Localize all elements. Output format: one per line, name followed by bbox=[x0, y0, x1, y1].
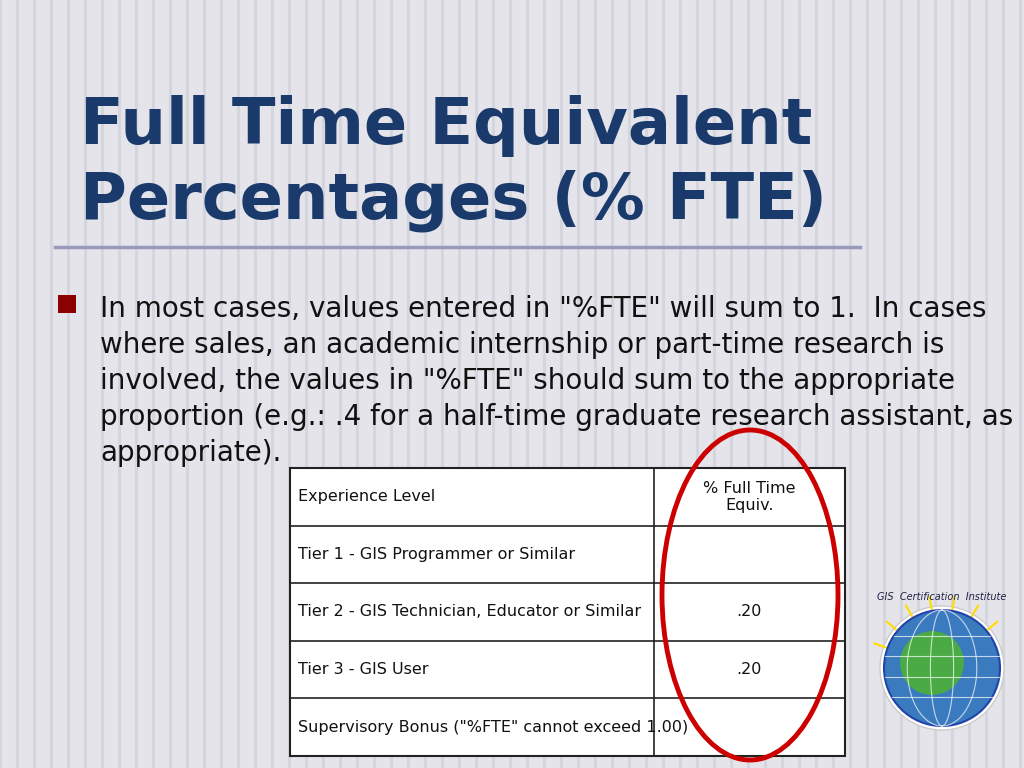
Text: appropriate).: appropriate). bbox=[100, 439, 282, 467]
Bar bbox=[58, 295, 76, 313]
Text: Experience Level: Experience Level bbox=[298, 489, 435, 505]
Text: In most cases, values entered in "%FTE" will sum to 1.  In cases: In most cases, values entered in "%FTE" … bbox=[100, 295, 986, 323]
Text: .20: .20 bbox=[736, 662, 762, 677]
Circle shape bbox=[880, 606, 1004, 730]
Text: proportion (e.g.: .4 for a half-time graduate research assistant, as: proportion (e.g.: .4 for a half-time gra… bbox=[100, 403, 1014, 431]
Circle shape bbox=[884, 610, 1000, 726]
Text: .20: .20 bbox=[736, 604, 762, 620]
Text: Tier 1 - GIS Programmer or Similar: Tier 1 - GIS Programmer or Similar bbox=[298, 547, 575, 562]
Text: where sales, an academic internship or part-time research is: where sales, an academic internship or p… bbox=[100, 331, 944, 359]
Text: Tier 2 - GIS Technician, Educator or Similar: Tier 2 - GIS Technician, Educator or Sim… bbox=[298, 604, 641, 620]
Circle shape bbox=[900, 631, 964, 695]
Text: Supervisory Bonus ("%FTE" cannot exceed 1.00): Supervisory Bonus ("%FTE" cannot exceed … bbox=[298, 720, 688, 735]
Text: Tier 3 - GIS User: Tier 3 - GIS User bbox=[298, 662, 428, 677]
Text: Full Time Equivalent: Full Time Equivalent bbox=[80, 95, 812, 157]
Text: Percentages (% FTE): Percentages (% FTE) bbox=[80, 170, 827, 233]
Text: GIS  Certification  Institute: GIS Certification Institute bbox=[878, 592, 1007, 602]
Text: % Full Time
Equiv.: % Full Time Equiv. bbox=[703, 481, 796, 513]
Text: involved, the values in "%FTE" should sum to the appropriate: involved, the values in "%FTE" should su… bbox=[100, 367, 955, 395]
FancyBboxPatch shape bbox=[290, 468, 845, 756]
